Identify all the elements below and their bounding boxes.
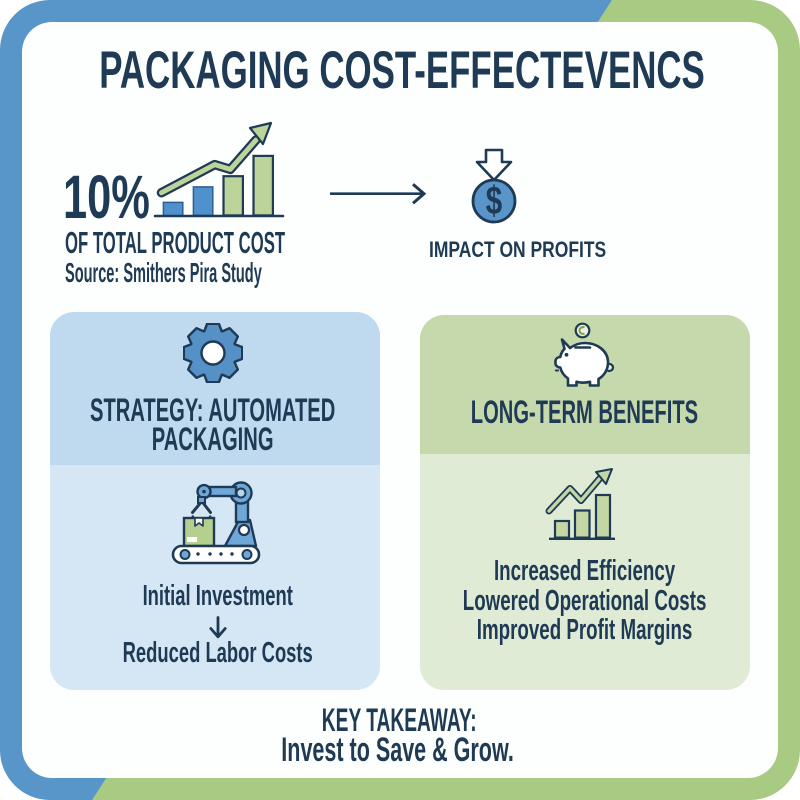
svg-text:$: $ xyxy=(486,179,503,223)
